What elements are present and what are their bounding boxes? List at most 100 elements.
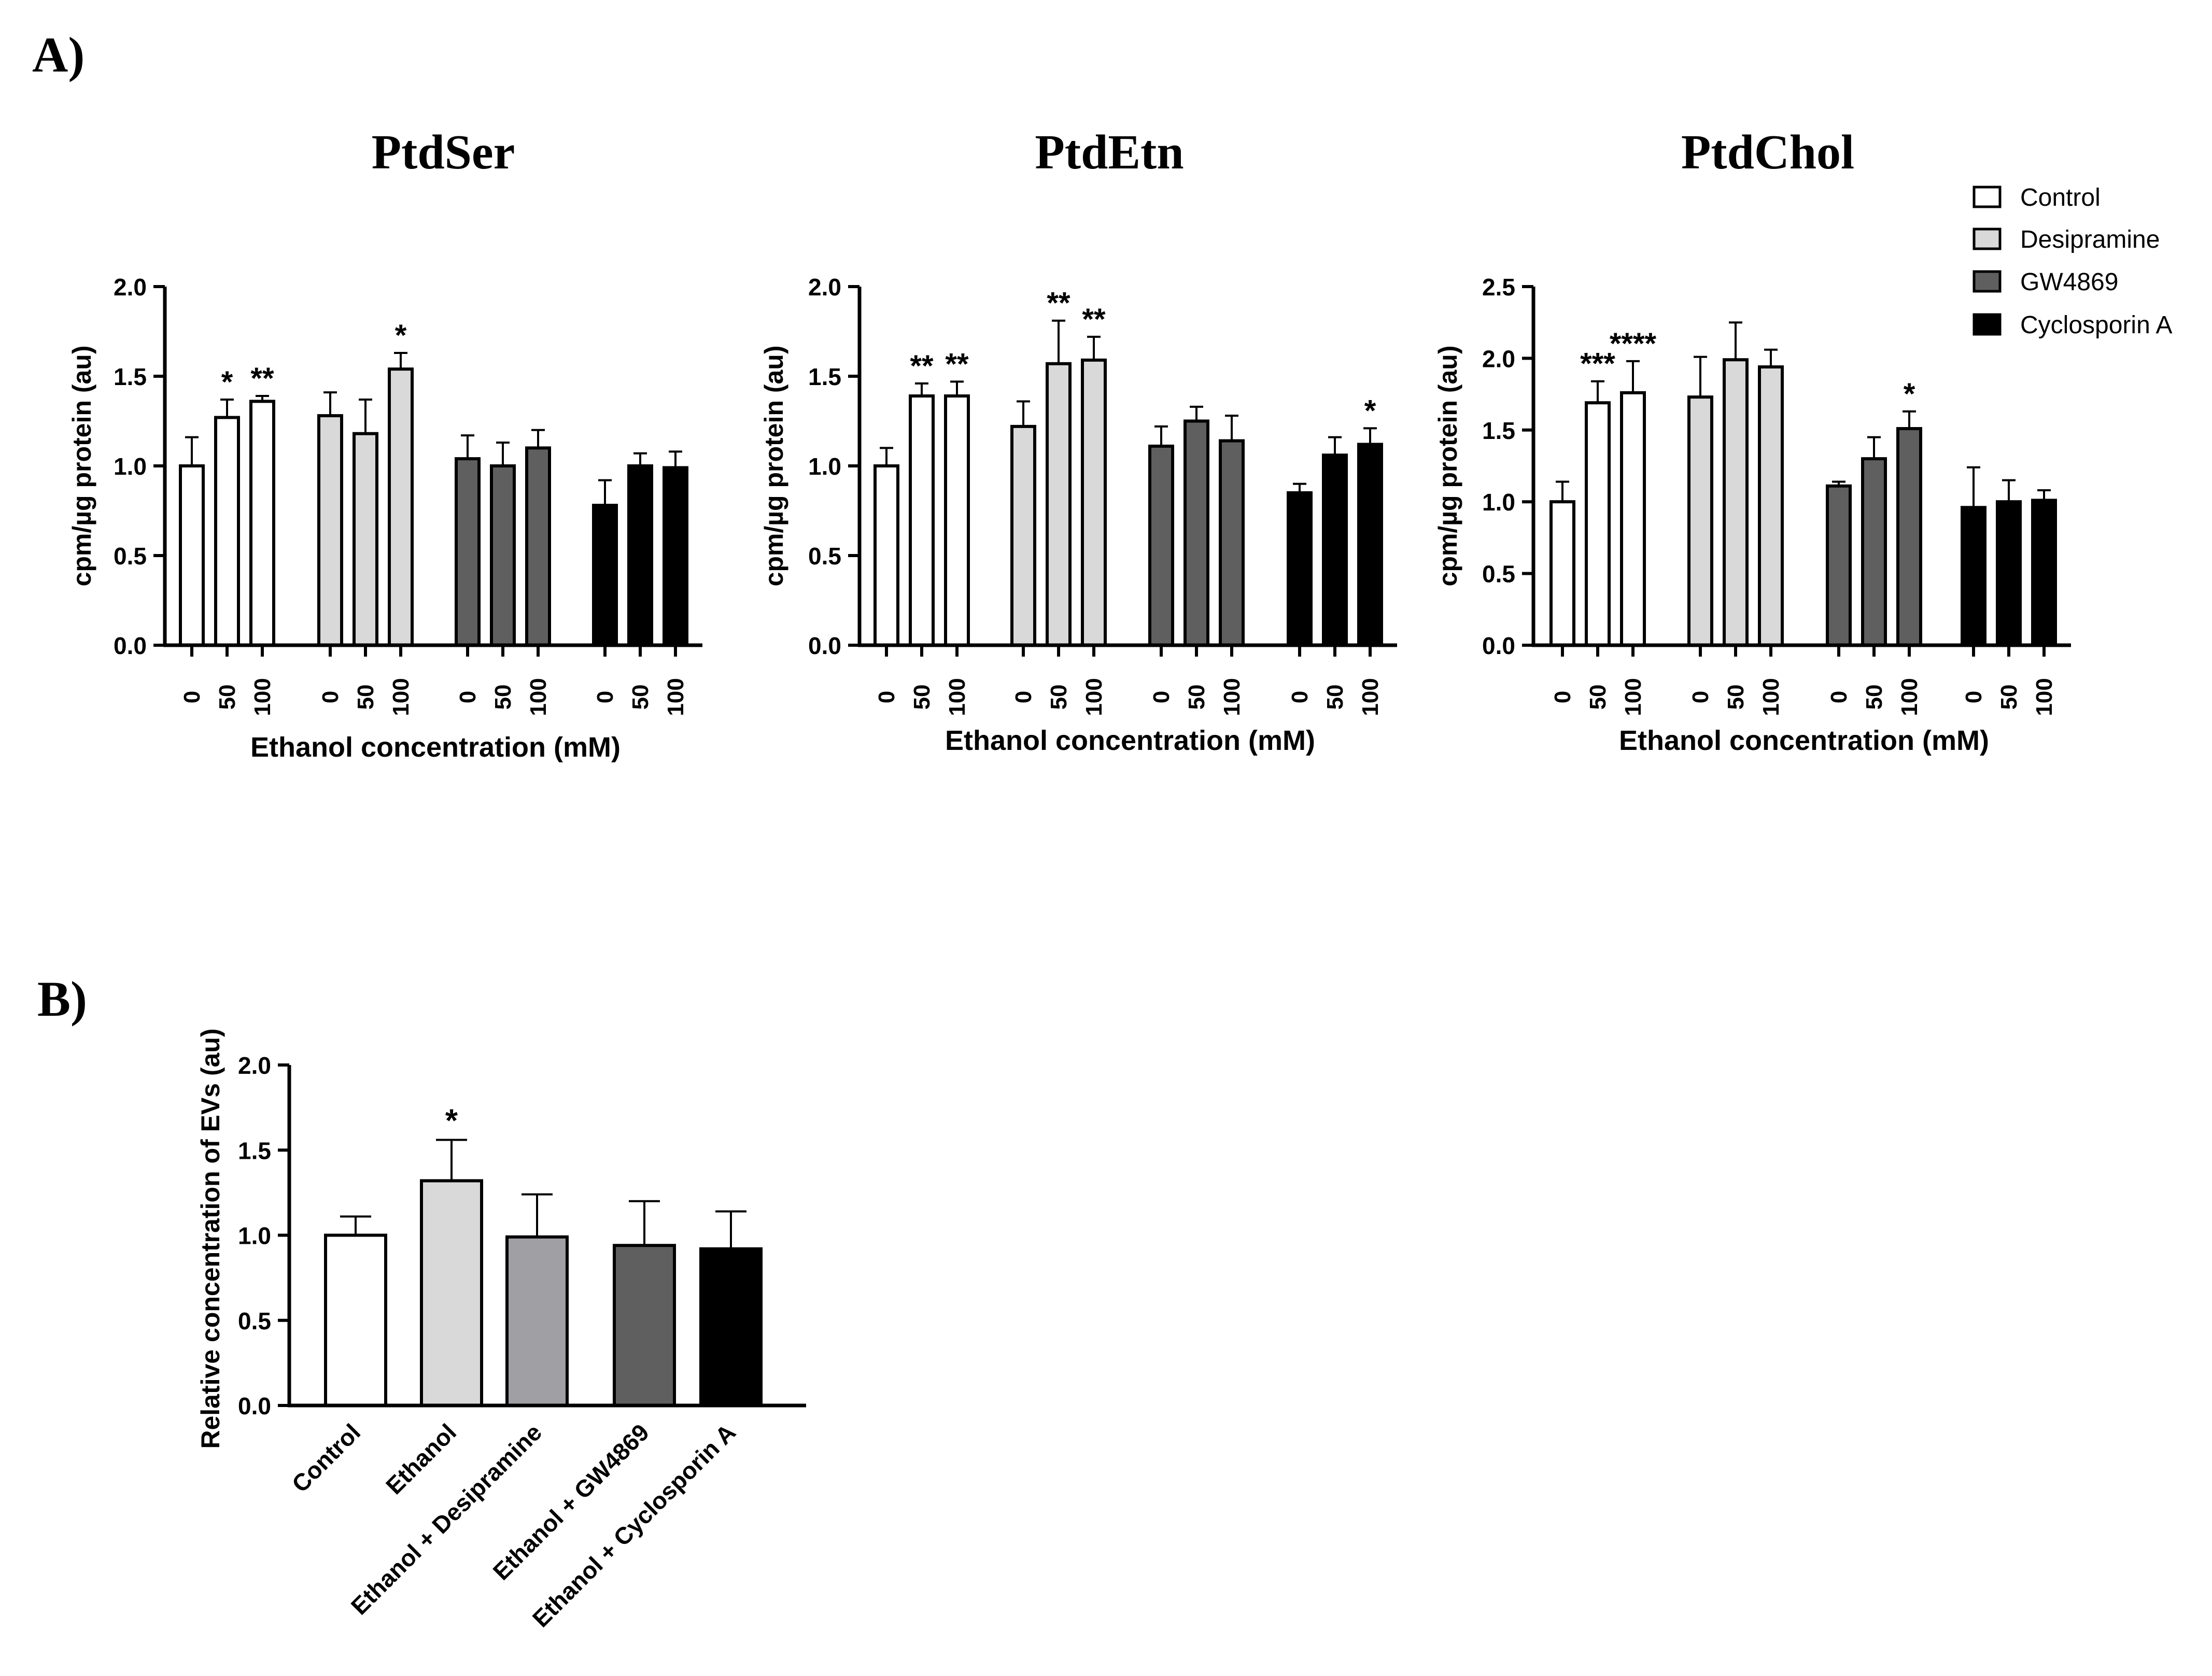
bar <box>525 446 551 647</box>
significance-marker: *** <box>1580 347 1615 381</box>
y-tick-label: 1.5 <box>238 1137 271 1164</box>
bar <box>1758 365 1784 647</box>
y-tick-label: 2.0 <box>114 274 147 301</box>
bar <box>1687 395 1713 647</box>
y-tick-label: 1.0 <box>114 453 147 480</box>
bar <box>1896 427 1922 647</box>
x-tick-label: 100 <box>1219 678 1245 716</box>
x-tick-label: 50 <box>1723 685 1749 710</box>
y-tick-label: 1.0 <box>808 453 841 480</box>
y-tick-label: 1.0 <box>1482 489 1515 516</box>
x-tick-label: 0 <box>455 691 481 703</box>
x-tick-label: 50 <box>353 685 378 710</box>
x-tick-label: 100 <box>388 678 414 716</box>
y-tick-label: 2.0 <box>1482 345 1515 372</box>
x-tick-label: 100 <box>663 678 688 716</box>
x-tick-label: 0 <box>1961 691 1986 703</box>
y-tick-label: 0.5 <box>1482 561 1515 588</box>
bar <box>388 367 414 647</box>
bar <box>249 400 275 647</box>
bar <box>353 432 378 647</box>
significance-marker: ** <box>945 347 969 381</box>
x-tick-label: Control <box>287 1418 365 1497</box>
x-tick-label: 50 <box>215 685 240 710</box>
x-tick-label: 0 <box>1287 691 1313 703</box>
bar <box>317 414 343 647</box>
x-tick-label: 50 <box>909 685 935 710</box>
x-tick-label: 50 <box>1996 685 2022 710</box>
y-tick-label: 0.0 <box>114 632 147 659</box>
bar <box>1046 362 1072 647</box>
y-tick-label: 1.5 <box>808 363 841 390</box>
y-tick-label: 1.5 <box>1482 417 1515 444</box>
y-tick-label: 0.5 <box>808 543 841 570</box>
x-tick-label: 100 <box>526 678 551 716</box>
x-tick-label: 0 <box>1011 691 1036 703</box>
bar <box>613 1244 676 1407</box>
bar <box>1996 500 2022 647</box>
chart-ptdser: 0.0 0.5 1.0 1.5 2.0 0 * 50 ** 100 0 50 * 100 0 50 100 0 50… <box>67 125 702 763</box>
chart-ptdetn: 0.0 0.5 1.0 1.5 2.0 0 ** 50 ** 100 0 ** 50 ** 100 0 50 10… <box>759 125 1397 756</box>
x-tick-label: 0 <box>179 691 205 703</box>
bar <box>592 504 618 647</box>
bar <box>699 1247 763 1408</box>
significance-marker: ** <box>1082 303 1106 336</box>
legend-label: GW4869 <box>2020 268 2118 296</box>
legend-swatch <box>1973 186 2002 208</box>
significance-marker: ** <box>910 349 934 383</box>
significance-marker: * <box>1364 394 1376 428</box>
x-tick-label: 50 <box>1046 685 1072 710</box>
bar <box>909 394 935 647</box>
bar <box>1961 506 1986 647</box>
bar <box>1219 439 1245 647</box>
bar <box>873 464 899 647</box>
x-tick-label: 0 <box>593 691 618 703</box>
x-tick-label: 0 <box>1149 691 1174 703</box>
panel-a-label: A) <box>32 27 84 82</box>
y-tick-label: 1.5 <box>114 363 147 390</box>
bar <box>944 394 970 647</box>
x-axis-title: Ethanol concentration (mM) <box>945 725 1315 756</box>
legend: Control Desipramine GW4869 Cyclosporin A <box>1973 184 2172 339</box>
bar <box>1549 500 1575 647</box>
x-tick-label: 100 <box>1081 678 1107 716</box>
x-tick-label: 100 <box>1897 678 1922 716</box>
bar <box>1826 484 1852 647</box>
x-tick-label: 100 <box>2032 678 2057 716</box>
chart-title: PtdChol <box>1681 125 1854 179</box>
legend-label: Cyclosporin A <box>2020 311 2172 339</box>
y-axis-title: Relative concentration of EVs (au) <box>196 1028 225 1448</box>
legend-label: Desipramine <box>2020 226 2160 253</box>
chart-title: PtdSer <box>372 125 515 179</box>
significance-marker: **** <box>1610 327 1657 361</box>
bar <box>1861 457 1887 647</box>
y-tick-label: 0.0 <box>1482 632 1515 659</box>
y-tick-label: 1.0 <box>238 1223 271 1249</box>
chart-ptdchol: 0.0 0.5 1.0 1.5 2.0 2.5 0 *** 50 **** 100 0 50 100 0 50… <box>1433 125 2071 756</box>
x-tick-label: 100 <box>1758 678 1784 716</box>
bar <box>1010 424 1036 647</box>
x-tick-label: 50 <box>1585 685 1611 710</box>
x-tick-label: 0 <box>1688 691 1713 703</box>
bar <box>505 1235 569 1407</box>
x-tick-label: 50 <box>1184 685 1209 710</box>
bar <box>627 464 653 647</box>
y-axis-title: cpm/µg protein (au) <box>1433 346 1462 587</box>
y-axis-title: cpm/µg protein (au) <box>759 346 788 587</box>
legend-swatch <box>1973 228 2002 250</box>
y-tick-label: 0.5 <box>114 543 147 570</box>
x-tick-label: 100 <box>1621 678 1646 716</box>
bar <box>1148 444 1174 647</box>
significance-marker: * <box>395 319 407 352</box>
bar <box>1081 358 1107 647</box>
legend-swatch <box>1973 270 2002 293</box>
bar <box>324 1233 387 1407</box>
x-tick-label: 0 <box>1826 691 1852 703</box>
bar <box>1585 401 1611 647</box>
y-tick-label: 2.5 <box>1482 274 1515 301</box>
x-tick-label: 50 <box>1862 685 1887 710</box>
x-tick-label: Ethanol <box>381 1418 461 1499</box>
x-tick-label: 0 <box>318 691 343 703</box>
panel-b-label: B) <box>37 971 87 1027</box>
